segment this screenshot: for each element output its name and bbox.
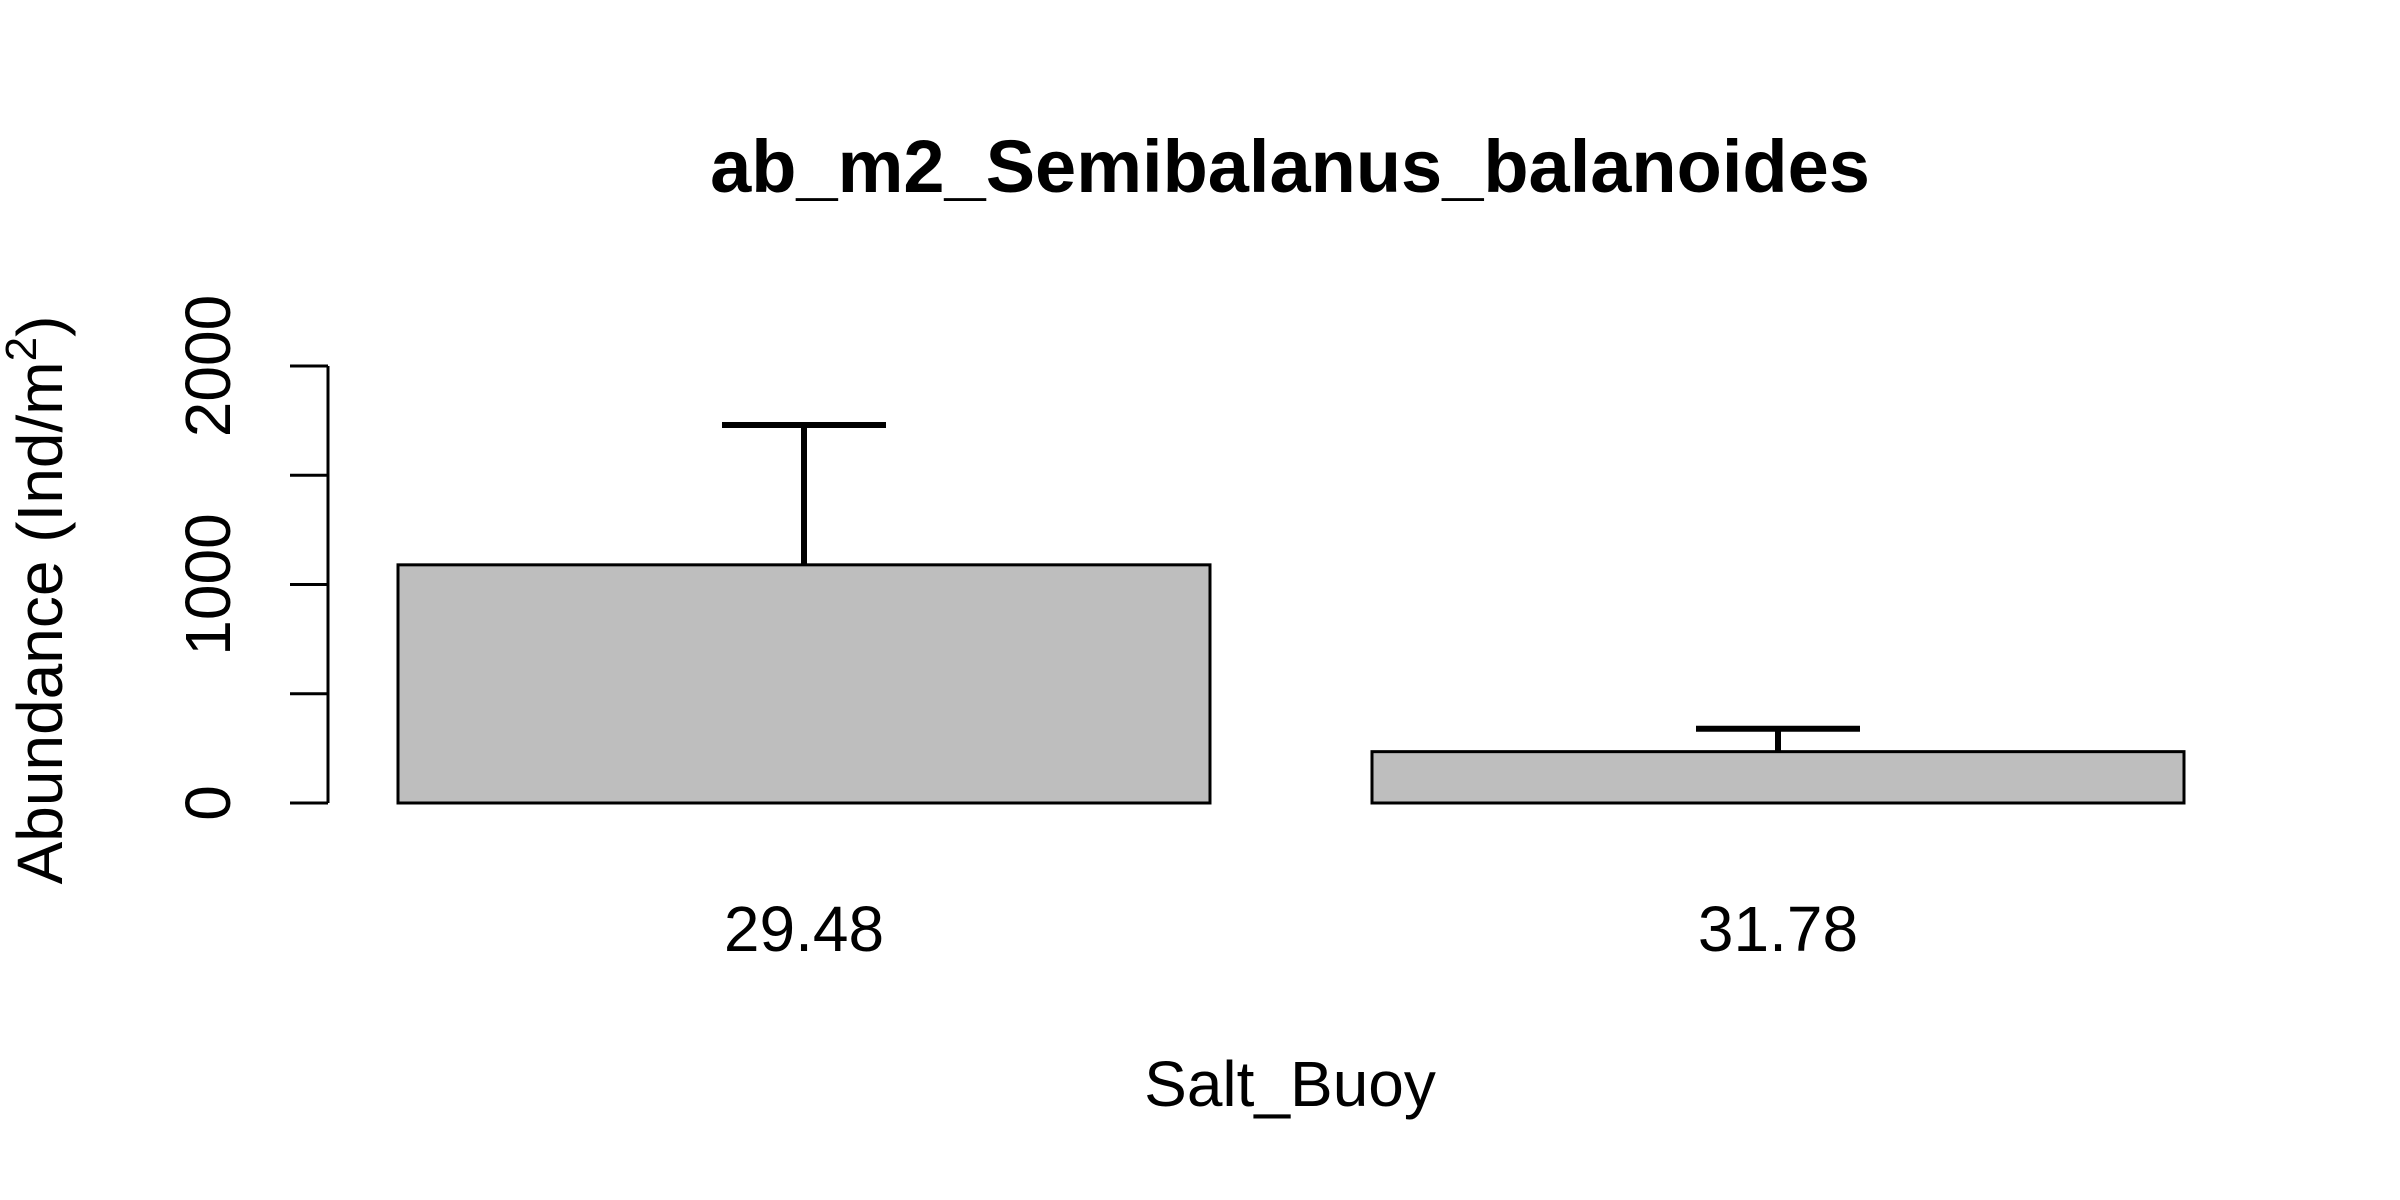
- y-axis-label-end: ): [4, 316, 76, 337]
- bar: [1370, 750, 2186, 805]
- y-tick-label: 1000: [172, 513, 244, 655]
- bars-group: [396, 563, 2186, 805]
- y-tick-label: 2000: [172, 295, 244, 437]
- y-axis-label: Abundance (Ind/m2): [0, 316, 76, 885]
- y-axis-label-main: Abundance (Ind/m: [4, 361, 76, 884]
- bar: [396, 563, 1212, 805]
- x-tick-labels: 29.48 31.78: [724, 893, 1858, 965]
- chart-title: ab_m2_Semibalanus_balanoides: [710, 125, 1870, 208]
- y-axis-label-superscript: 2: [0, 337, 46, 361]
- y-tick-label: 0: [172, 785, 244, 821]
- error-bars-group: [722, 421, 1860, 752]
- x-axis-label: Salt_Buoy: [1144, 1048, 1436, 1120]
- x-tick-label: 29.48: [724, 893, 884, 965]
- y-axis: 0 1000 2000: [172, 295, 330, 821]
- x-tick-label: 31.78: [1698, 893, 1858, 965]
